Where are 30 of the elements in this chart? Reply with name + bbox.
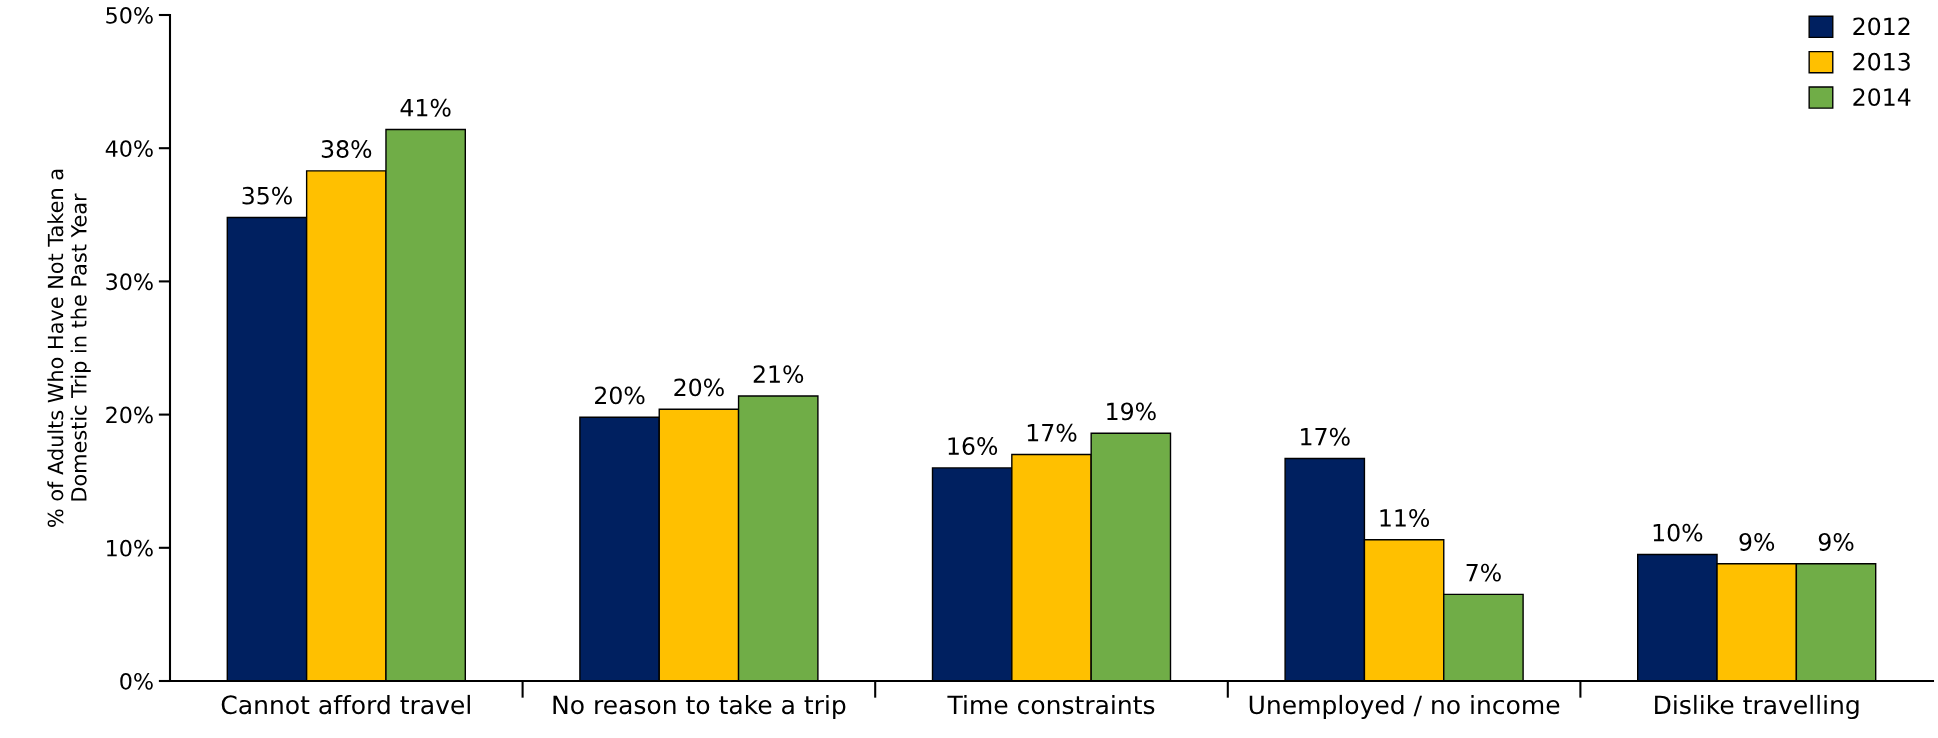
data-label: 17% [1301,427,1350,446]
y-tick-label: 10% [107,539,153,557]
y-tick-label: 40% [105,140,153,157]
data-label: 9% [1739,533,1775,551]
data-label: 41% [400,98,451,117]
y-axis-title: % of Adults Who Have Not Taken a Domestic Trip in the Past Year [47,169,91,527]
y-tick-label: 0% [120,672,153,690]
data-label: 20% [674,378,724,397]
y-tick-label: 50% [106,6,153,24]
data-label: 17% [1027,423,1077,442]
data-label: 11% [1380,509,1430,527]
data-label: 7% [1466,563,1501,582]
y-tick-label: 30% [106,273,153,291]
legend-label: 2013 [1853,52,1910,71]
x-tick-label: Time constraints [947,694,1155,715]
data-label: 38% [321,140,372,158]
x-tick-label: No reason to take a trip [553,694,846,720]
data-label: 19% [1107,402,1156,421]
data-label: 16% [948,437,998,455]
data-label: 20% [595,386,645,405]
legend-label: 2012 [1853,17,1910,36]
x-tick-label: Dislike travelling [1655,694,1859,720]
data-label: 10% [1653,523,1703,542]
data-label: 21% [753,365,804,384]
data-label: 35% [242,186,292,205]
x-tick-label: Unemployed / no income [1249,694,1560,720]
data-label: 9% [1818,533,1854,551]
x-tick-label: Cannot afford travel [221,694,470,715]
legend-label: 2014 [1853,88,1911,106]
y-tick-label: 20% [106,406,153,424]
